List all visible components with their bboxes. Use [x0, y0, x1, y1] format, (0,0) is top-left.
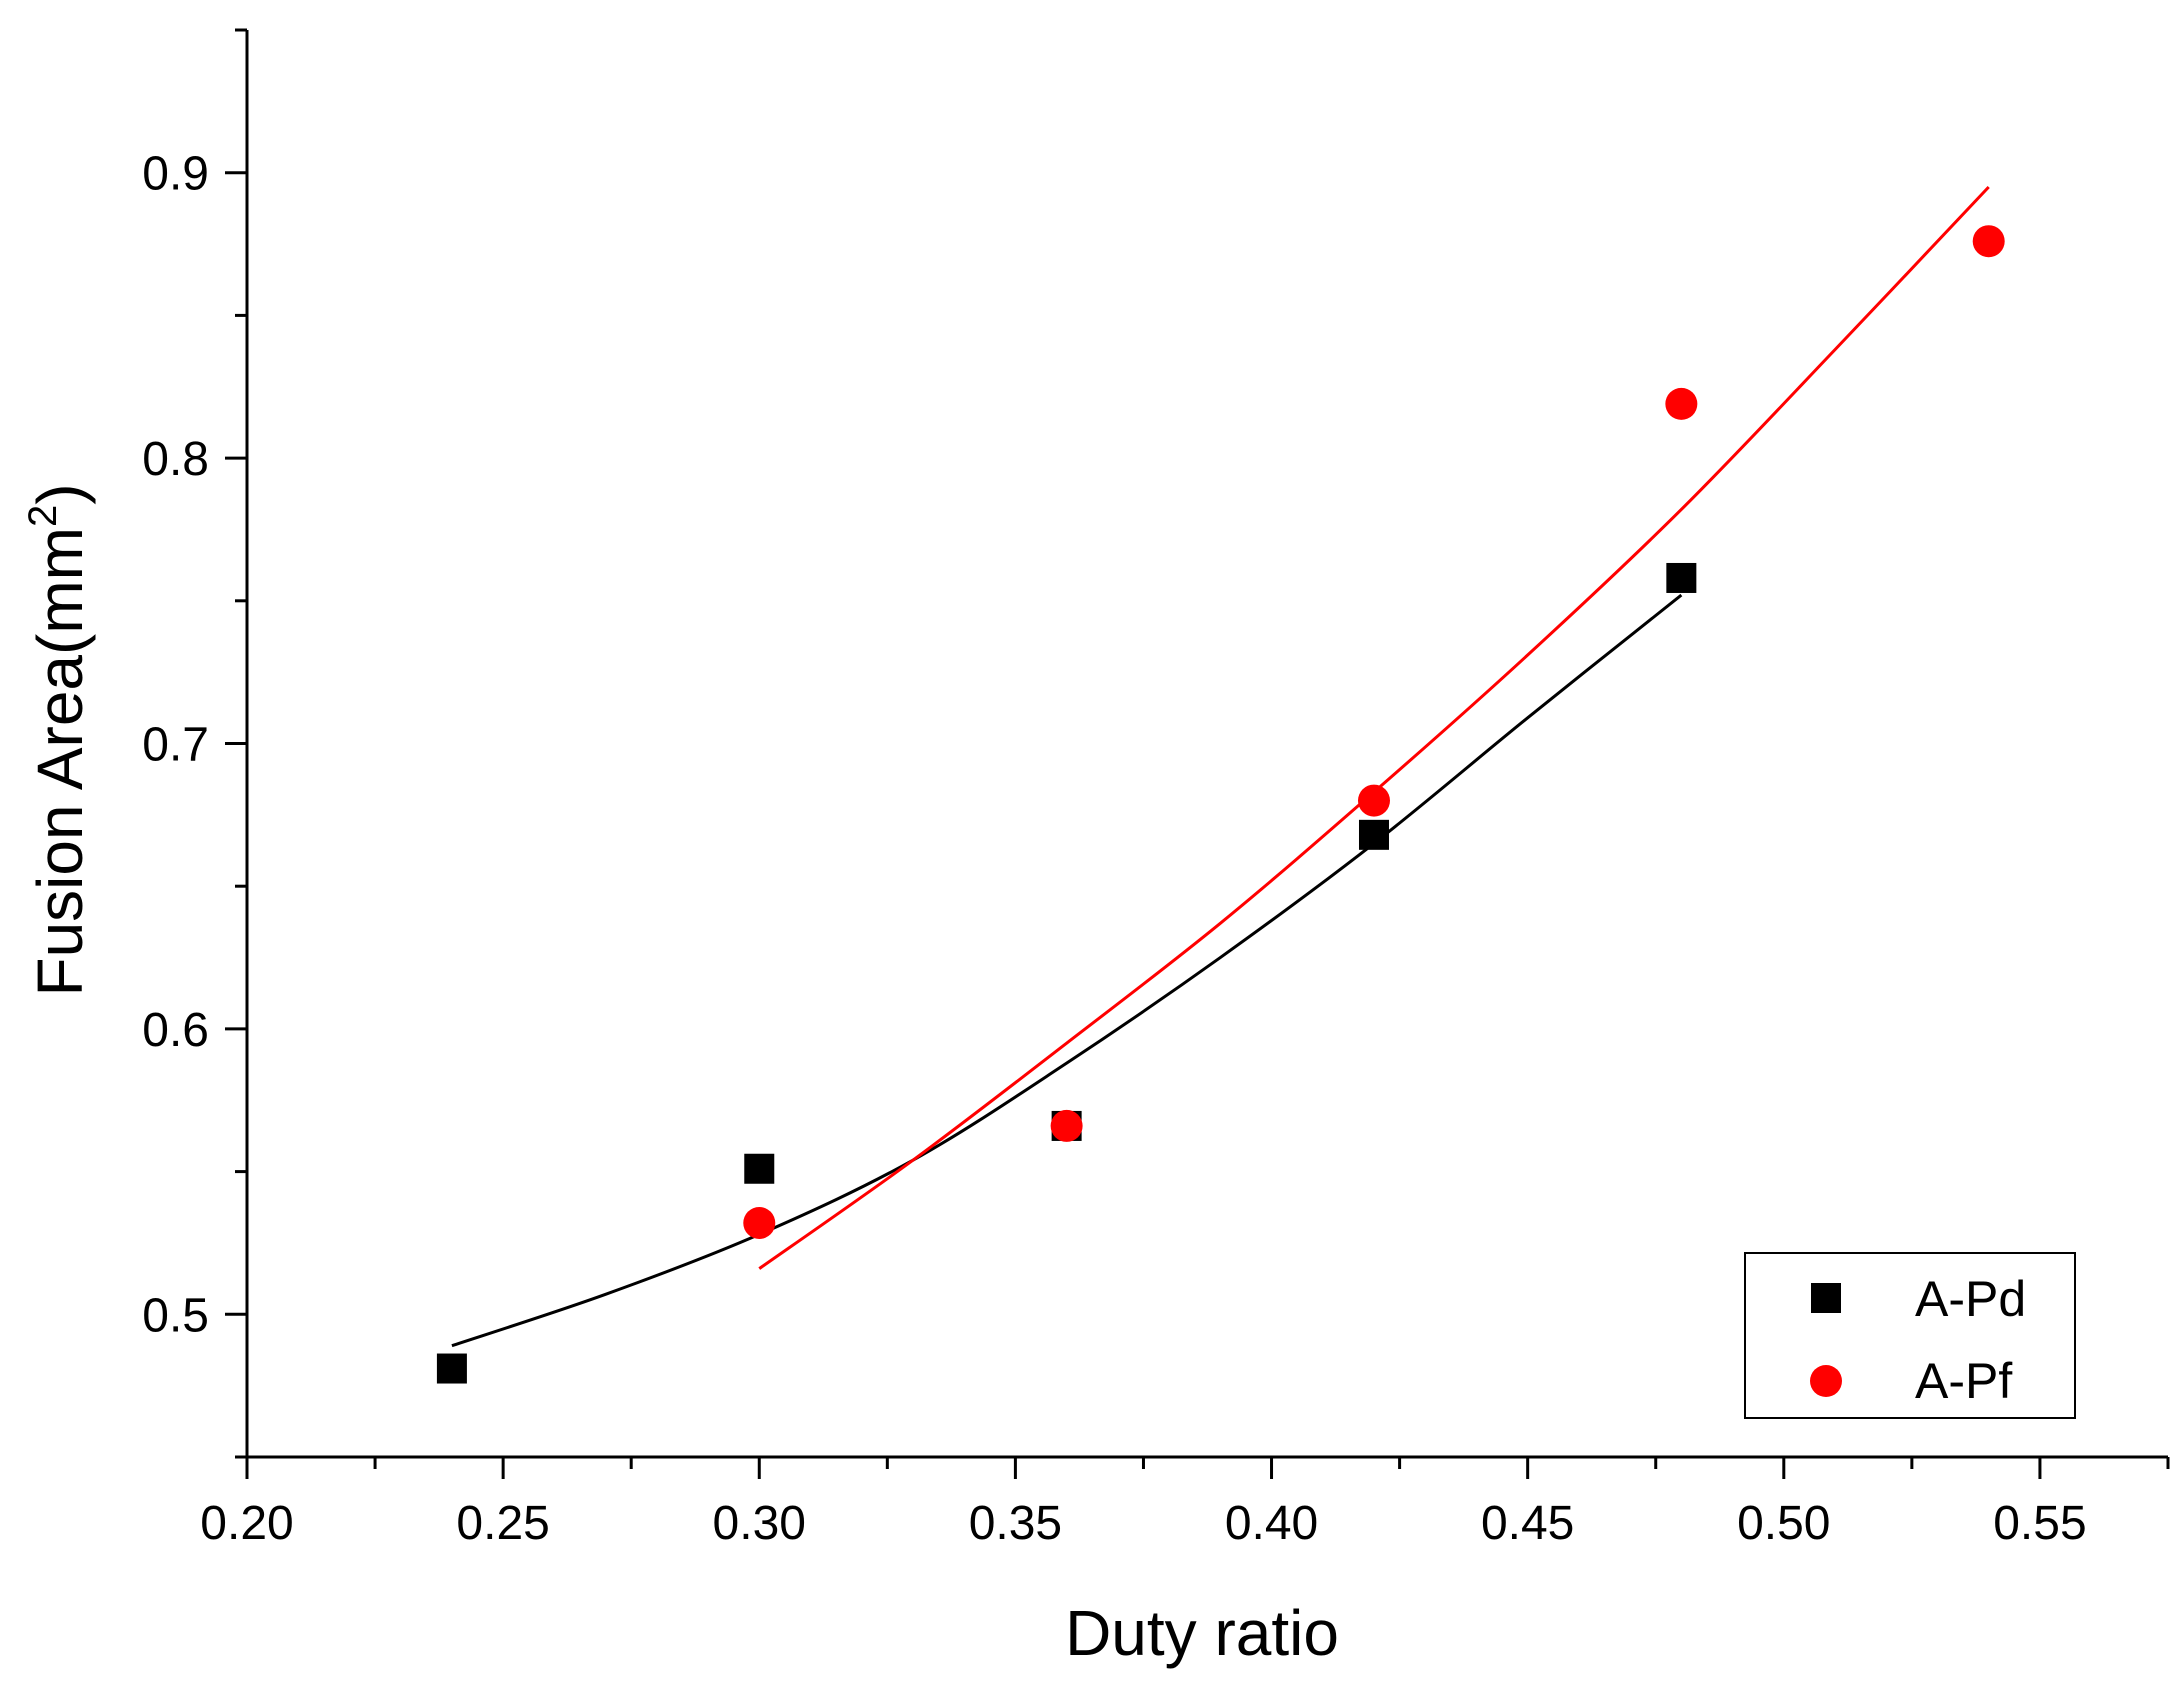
- x-tick-label: 0.55: [1993, 1497, 2086, 1550]
- legend-label-a-pd: A-Pd: [1915, 1271, 2026, 1327]
- y-tick-label: 0.7: [142, 719, 209, 772]
- data-point-a-pf: [1050, 1109, 1083, 1142]
- y-tick-label: 0.9: [142, 148, 209, 201]
- legend: A-Pd A-Pf: [1744, 1252, 2076, 1419]
- y-axis-title-main: Fusion Area(mm: [24, 527, 96, 996]
- x-tick-label: 0.40: [1225, 1497, 1318, 1550]
- legend-label-a-pf: A-Pf: [1915, 1353, 2012, 1409]
- fit-curves: [451, 185, 1990, 1348]
- x-tick-label: 0.20: [200, 1497, 293, 1550]
- data-point-a-pf: [1972, 225, 2005, 258]
- x-tick-label: 0.25: [456, 1497, 549, 1550]
- data-point-a-pf: [1357, 784, 1390, 817]
- data-markers: [436, 225, 2005, 1384]
- y-axis-title: Fusion Area(mm2): [21, 483, 96, 996]
- x-tick-label: 0.45: [1481, 1497, 1574, 1550]
- data-point-a-pd: [436, 1353, 467, 1384]
- data-point-a-pd: [1358, 819, 1389, 850]
- legend-box: [1744, 1252, 2076, 1419]
- y-axis-title-close: ): [24, 483, 96, 504]
- data-point-a-pd: [744, 1153, 775, 1184]
- y-tick-label: 0.5: [142, 1289, 209, 1342]
- y-tick-label: 0.8: [142, 433, 209, 486]
- data-point-a-pd: [1666, 562, 1697, 593]
- x-tick-label: 0.50: [1737, 1497, 1830, 1550]
- fit-curve-a-pd: [451, 593, 1683, 1348]
- x-axis-title: Duty ratio: [1065, 1597, 1339, 1669]
- legend-marker-a-pf: [1810, 1365, 1842, 1397]
- labels: Duty ratio Fusion Area(mm2): [21, 483, 1339, 1669]
- fit-curve-a-pf: [758, 185, 1990, 1270]
- data-point-a-pf: [743, 1206, 776, 1239]
- y-tick-label: 0.6: [142, 1004, 209, 1057]
- y-axis-title-superscript: 2: [21, 505, 65, 527]
- x-tick-label: 0.30: [713, 1497, 806, 1550]
- axes: 0.20 0.25 0.30 0.35 0.40 0.45 0.50 0.55 0.5 0.6 0.…: [142, 28, 2170, 1550]
- x-tick-label: 0.35: [969, 1497, 1062, 1550]
- legend-marker-a-pd: [1811, 1283, 1841, 1313]
- data-point-a-pf: [1665, 387, 1698, 420]
